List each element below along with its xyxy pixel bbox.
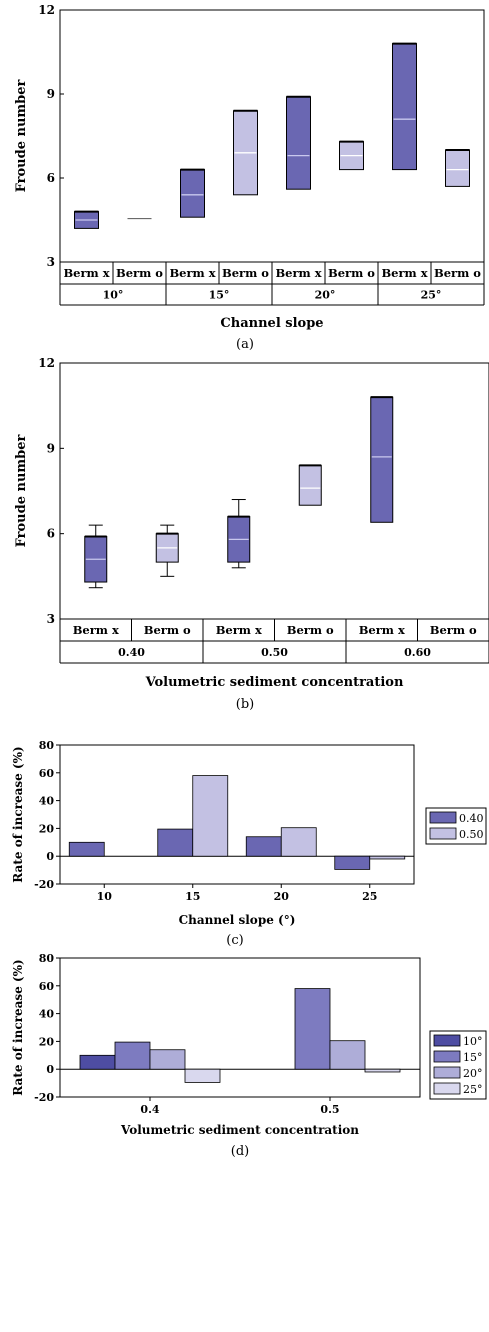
y-axis-title: Froude number (14, 434, 29, 547)
bar (294, 988, 331, 1070)
box (445, 149, 470, 187)
legend-label: 25° (463, 1083, 483, 1096)
bar (192, 775, 229, 857)
group-label: 0.50 (261, 646, 288, 659)
group-label: 0.60 (404, 646, 431, 659)
plot-frame (59, 362, 489, 620)
y-tick-label: 3 (47, 255, 55, 269)
y-tick-label: 20 (39, 1035, 55, 1048)
box-label: Berm x (169, 266, 215, 280)
box-label: Berm x (216, 623, 262, 637)
legend-swatch (433, 1082, 461, 1095)
group-label: 15° (209, 289, 230, 302)
bar (114, 1041, 151, 1070)
x-axis-title: Volumetric sediment concentration (120, 1123, 359, 1137)
x-tick-label: 0.4 (140, 1103, 159, 1116)
y-tick-label: 6 (47, 171, 55, 185)
y-tick-label: 3 (47, 612, 55, 626)
y-tick-label: -20 (34, 878, 54, 891)
legend-label: 0.50 (459, 828, 484, 841)
legend-swatch (433, 1066, 461, 1079)
group-label: 0.40 (118, 646, 145, 659)
bar (280, 827, 317, 857)
legend-label: 20° (463, 1067, 483, 1080)
y-tick-label: 40 (39, 795, 55, 808)
legend-label: 10° (463, 1035, 483, 1048)
box-label: Berm o (116, 266, 163, 280)
bar (369, 855, 406, 860)
box (180, 169, 205, 218)
box-label: Berm o (328, 266, 375, 280)
y-tick-label: 60 (39, 980, 55, 993)
group-label: 25° (421, 289, 442, 302)
y-tick-label: 9 (47, 441, 55, 455)
y-tick-label: 6 (47, 527, 55, 541)
plot-frame (59, 744, 415, 885)
y-axis-title: Rate of increase (%) (11, 746, 25, 882)
group-label: 20° (315, 289, 336, 302)
box-label: Berm x (275, 266, 321, 280)
y-tick-label: 80 (39, 739, 55, 752)
legend-label: 15° (463, 1051, 483, 1064)
y-tick-label: 80 (39, 952, 55, 965)
box-label: Berm o (430, 623, 477, 637)
y-tick-label: 60 (39, 767, 55, 780)
y-tick-label: 0 (46, 1063, 54, 1076)
x-axis-title: Channel slope (220, 316, 323, 331)
box-label: Berm x (381, 266, 427, 280)
x-tick-label: 25 (362, 890, 377, 903)
y-tick-label: 0 (46, 850, 54, 863)
y-tick-label: -20 (34, 1091, 54, 1104)
box-label: Berm o (434, 266, 481, 280)
bar (68, 841, 105, 857)
box-label: Berm o (222, 266, 269, 280)
y-tick-label: 12 (38, 356, 55, 370)
legend-swatch (429, 827, 457, 840)
legend-swatch (433, 1050, 461, 1063)
box (370, 396, 394, 523)
y-tick-label: 40 (39, 1008, 55, 1021)
box-label: Berm o (144, 623, 191, 637)
group-label: 10° (103, 289, 124, 302)
box-label: Berm x (359, 623, 405, 637)
panel-label-d: (d) (231, 1144, 249, 1159)
x-tick-label: 15 (185, 890, 200, 903)
box-label: Berm x (63, 266, 109, 280)
y-tick-label: 20 (39, 822, 55, 835)
panel-label-c: (c) (226, 933, 243, 948)
y-tick-label: 9 (47, 87, 55, 101)
box-label: Berm x (73, 623, 119, 637)
y-tick-label: 12 (38, 3, 55, 17)
box-label: Berm o (287, 623, 334, 637)
legend-swatch (433, 1034, 461, 1047)
x-axis-title: Volumetric sediment concentration (145, 675, 404, 690)
x-tick-label: 20 (274, 890, 290, 903)
bar (157, 828, 194, 857)
legend-label: 0.40 (459, 812, 484, 825)
y-axis-title: Rate of increase (%) (11, 959, 25, 1095)
x-tick-label: 10 (97, 890, 113, 903)
box (286, 96, 311, 190)
bar (149, 1049, 186, 1070)
box (298, 464, 322, 506)
bar (329, 1040, 366, 1070)
legend-swatch (429, 811, 457, 824)
x-axis-title: Channel slope (°) (179, 913, 296, 927)
bar (364, 1068, 401, 1073)
panel-label-b: (b) (236, 697, 254, 712)
bar (184, 1068, 221, 1083)
x-tick-label: 0.5 (320, 1103, 339, 1116)
bar (245, 836, 282, 857)
bar (334, 855, 371, 870)
plot-frame (59, 957, 421, 1098)
box (392, 43, 417, 171)
panel-label-a: (a) (236, 337, 254, 352)
bar (79, 1054, 116, 1070)
plot-frame (59, 9, 485, 263)
y-axis-title: Froude number (14, 79, 29, 192)
